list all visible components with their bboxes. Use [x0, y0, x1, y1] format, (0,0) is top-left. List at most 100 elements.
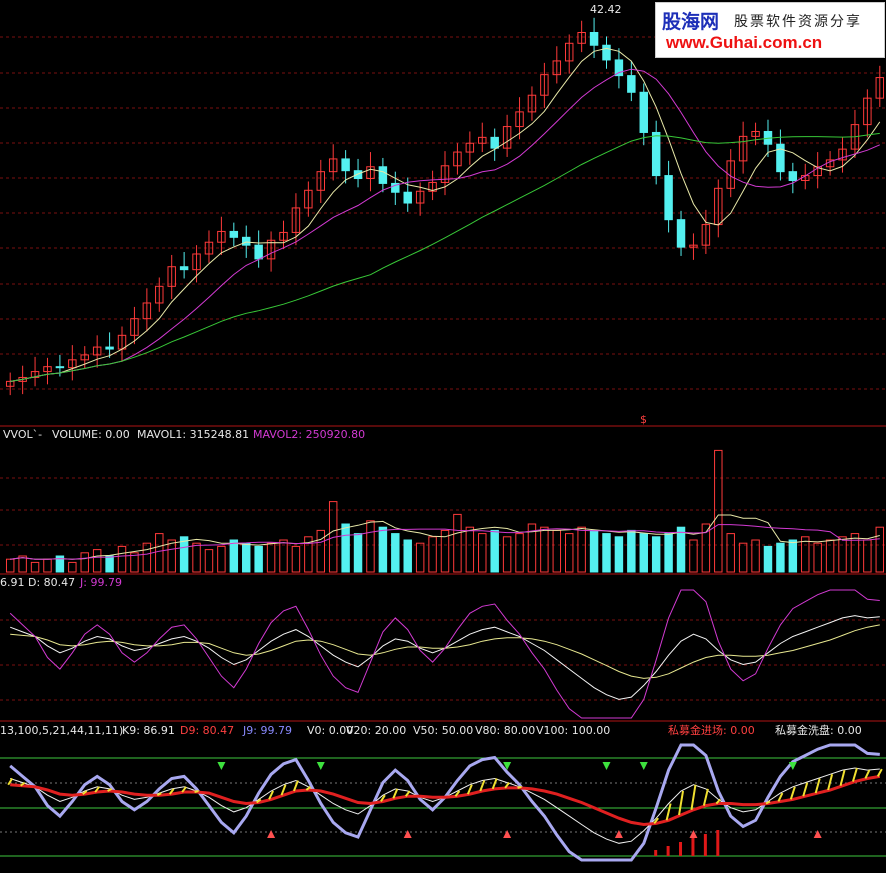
volume-bar	[552, 529, 562, 573]
volume-bar	[776, 542, 785, 573]
candle-body	[776, 143, 785, 173]
volume-bar	[316, 529, 326, 573]
indicator-v0: V0: 0.00	[307, 724, 354, 737]
hatch-mark	[876, 768, 883, 777]
volume-bar	[664, 533, 673, 573]
candle-body	[540, 74, 549, 96]
candle-body	[478, 136, 487, 144]
volume-bar	[726, 533, 735, 573]
candle-body	[105, 346, 114, 350]
up-arrow-icon	[689, 830, 698, 838]
volume-bar	[515, 533, 524, 573]
candle-body	[788, 171, 798, 181]
candle-body	[577, 32, 586, 44]
volume-bar	[92, 549, 102, 573]
hatch-mark	[466, 784, 473, 795]
down-arrow-icon	[602, 762, 611, 770]
candle-body	[676, 219, 686, 248]
volume-bar	[5, 558, 15, 573]
volume-bar	[179, 536, 189, 573]
volume-bar	[676, 526, 686, 573]
hatch-mark	[20, 781, 26, 787]
down-arrow-icon	[316, 762, 325, 770]
candle-body	[564, 42, 574, 62]
volume-bar	[453, 513, 462, 573]
candle-body	[130, 318, 139, 336]
hatch-mark	[404, 790, 411, 797]
up-arrow-icon	[403, 830, 412, 838]
volume-bar	[378, 526, 388, 573]
volume-label-volume: VOLUME: 0.00	[52, 428, 130, 441]
candle-body	[316, 171, 326, 191]
enter-bar	[679, 842, 683, 856]
hatch-mark	[454, 790, 461, 797]
down-arrow-icon	[788, 762, 797, 770]
candle-body	[428, 181, 437, 192]
candle-body	[229, 230, 239, 238]
candle-body	[254, 244, 263, 260]
candle-body	[689, 244, 698, 248]
volume-bar	[254, 545, 263, 573]
volume-bar	[825, 539, 835, 573]
candle-body	[328, 158, 338, 173]
kdj-j-line	[9, 589, 880, 719]
mavol2-line	[10, 524, 880, 560]
candle-body	[92, 346, 102, 356]
volume-bar	[602, 533, 611, 573]
volume-bar	[266, 542, 276, 573]
candle-body	[651, 131, 661, 177]
volume-bar	[428, 536, 437, 573]
indicator-v20: V20: 20.00	[346, 724, 407, 737]
ma30-line	[10, 132, 880, 382]
hatch-mark	[665, 803, 672, 821]
hatch-mark	[181, 786, 187, 793]
candle-body	[279, 231, 288, 241]
candle-body	[142, 302, 152, 320]
marker-label: $	[640, 413, 647, 426]
volume-bar	[80, 552, 89, 573]
hatch-mark	[690, 784, 697, 810]
volume-bar	[564, 533, 574, 573]
volume-bar	[130, 552, 139, 573]
candle-body	[465, 142, 475, 153]
candle-body	[378, 166, 388, 184]
volume-bar	[465, 526, 475, 573]
kdj-label-d: D: 80.47	[28, 576, 76, 589]
candle-body	[875, 77, 885, 99]
up-arrow-icon	[267, 830, 276, 838]
hatch-mark	[268, 790, 274, 800]
volume-bar	[527, 523, 537, 573]
volume-bar	[291, 545, 301, 573]
volume-bar	[204, 549, 214, 573]
up-arrow-icon	[503, 830, 512, 838]
volume-bar	[391, 533, 400, 573]
candle-body	[838, 148, 847, 161]
candle-body	[614, 59, 624, 77]
candle-body	[440, 165, 450, 183]
hatch-mark	[814, 778, 821, 794]
hatch-mark	[504, 782, 510, 789]
indicator-d9: D9: 80.47	[180, 724, 235, 737]
candle-body	[527, 94, 537, 113]
hatch-mark	[765, 800, 771, 805]
kdj-label-j: J: 99.79	[80, 576, 122, 589]
candle-body	[627, 75, 636, 93]
candle-body	[167, 266, 176, 287]
candle-body	[552, 60, 562, 76]
candle-body	[751, 130, 760, 137]
hatch-mark	[777, 792, 784, 802]
candle-body	[701, 224, 711, 246]
indicator-enter: 私募金进场: 0.00	[668, 724, 755, 737]
volume-bar	[627, 529, 636, 573]
kdj-label-k: 6.91	[0, 576, 25, 589]
volume-bar	[589, 529, 599, 573]
volume-bar	[801, 536, 810, 573]
candle-body	[179, 266, 189, 271]
candle-body	[602, 44, 611, 61]
down-arrow-icon	[217, 762, 226, 770]
volume-bar	[43, 558, 52, 573]
kdj-d-line	[10, 624, 880, 679]
volume-bar	[639, 533, 648, 573]
volume-bar	[279, 539, 288, 573]
